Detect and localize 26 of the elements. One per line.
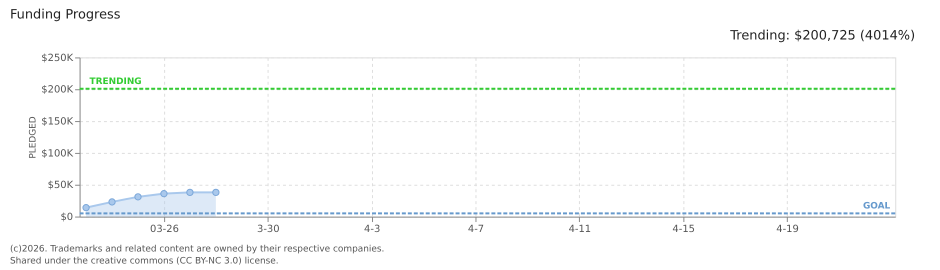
point <box>134 193 142 200</box>
x-tick-label: 4-15 <box>672 224 695 235</box>
y-tick-label: $0 <box>60 212 74 224</box>
point <box>186 188 194 196</box>
x-tick-label: 4-3 <box>364 224 380 235</box>
text: Shared under the creative commons (CC BY-NC 3.0) license. <box>10 256 279 266</box>
y-tick-label: $250K <box>41 52 74 64</box>
point <box>108 198 116 206</box>
y-tick-label: $50K <box>48 180 74 192</box>
point <box>160 190 168 198</box>
y-axis-title: PLEDGED <box>28 116 38 159</box>
x-tick-label: 4-19 <box>776 224 799 235</box>
point <box>82 204 90 212</box>
text: (c)2026. Trademarks and related content are owned by their respective companies. <box>10 244 384 254</box>
y-tick-label: $150K <box>41 116 74 128</box>
point <box>212 188 220 196</box>
x-tick-label: 03-26 <box>150 224 179 235</box>
chart-title: Funding Progress <box>10 8 121 23</box>
x-tick-label: 4-11 <box>568 224 592 235</box>
x-tick-label: 4-7 <box>468 224 484 235</box>
y-tick-label: $200K <box>41 84 74 96</box>
ref-line-label: GOAL <box>862 201 891 212</box>
y-tick-label: $100K <box>41 148 74 160</box>
x-tick-label: 3-30 <box>257 224 280 235</box>
ref-line-label: TRENDING <box>90 76 142 87</box>
text: Trending: $200,725 (4014%) <box>729 28 916 44</box>
